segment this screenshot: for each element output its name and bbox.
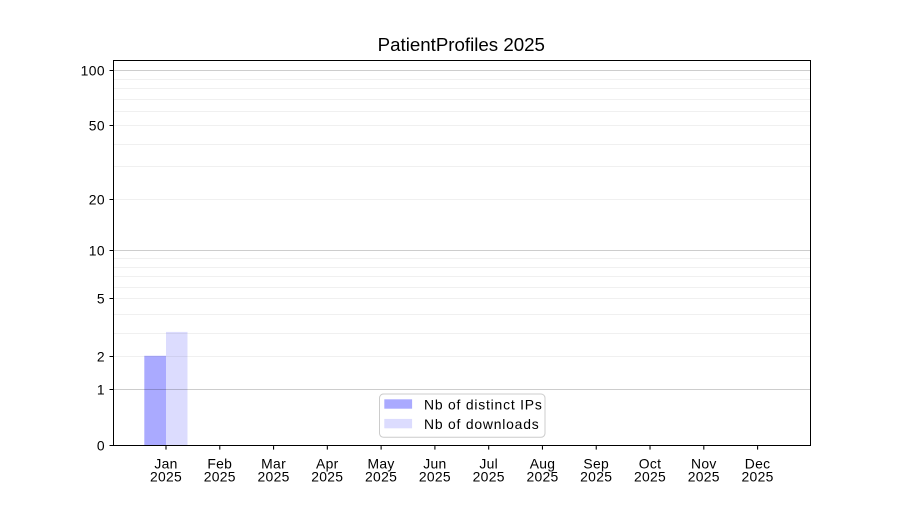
svg-text:2025: 2025 [688, 469, 720, 485]
svg-text:Jun: Jun [423, 456, 446, 472]
svg-text:2025: 2025 [419, 469, 451, 485]
svg-text:Apr: Apr [316, 456, 339, 472]
svg-text:1: 1 [97, 381, 105, 397]
svg-text:2025: 2025 [742, 469, 774, 485]
svg-text:0: 0 [97, 437, 105, 453]
svg-text:5: 5 [97, 290, 105, 306]
svg-text:2025: 2025 [526, 469, 558, 485]
svg-text:PatientProfiles 2025: PatientProfiles 2025 [378, 34, 545, 55]
svg-text:Nb of distinct IPs: Nb of distinct IPs [424, 397, 543, 413]
svg-text:2025: 2025 [473, 469, 505, 485]
svg-text:2025: 2025 [311, 469, 343, 485]
svg-text:Nb of downloads: Nb of downloads [424, 416, 539, 432]
svg-text:2025: 2025 [204, 469, 236, 485]
svg-text:Feb: Feb [207, 456, 232, 472]
svg-text:2025: 2025 [365, 469, 397, 485]
svg-text:20: 20 [89, 191, 105, 207]
svg-text:Dec: Dec [745, 456, 771, 472]
svg-text:Sep: Sep [583, 456, 609, 472]
svg-text:2: 2 [97, 348, 105, 364]
svg-text:50: 50 [89, 117, 105, 133]
svg-text:2025: 2025 [580, 469, 612, 485]
svg-text:10: 10 [89, 242, 105, 258]
svg-text:Nov: Nov [691, 456, 717, 472]
svg-text:100: 100 [81, 62, 105, 78]
svg-text:2025: 2025 [258, 469, 290, 485]
svg-text:2025: 2025 [150, 469, 182, 485]
svg-text:May: May [368, 456, 395, 472]
svg-text:2025: 2025 [634, 469, 666, 485]
svg-text:Jul: Jul [479, 456, 498, 472]
svg-text:Aug: Aug [530, 456, 556, 472]
svg-text:Jan: Jan [154, 456, 177, 472]
svg-text:Mar: Mar [261, 456, 286, 472]
svg-text:Oct: Oct [639, 456, 662, 472]
